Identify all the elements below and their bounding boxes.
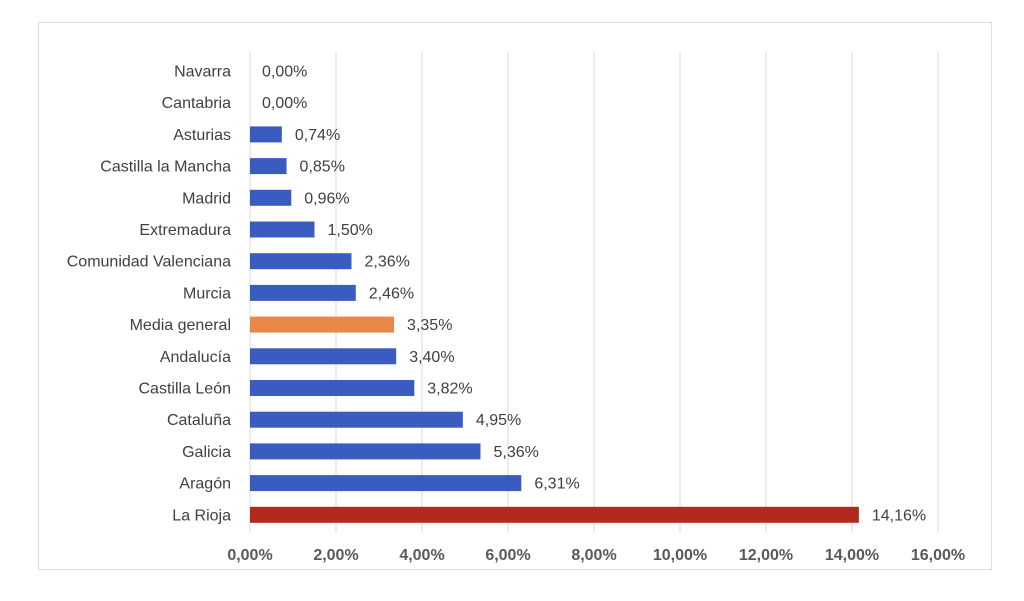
category-label: Madrid: [182, 190, 231, 207]
bar: [250, 253, 352, 270]
bar: [250, 411, 463, 428]
bar: [250, 348, 397, 365]
value-label: 3,40%: [409, 349, 454, 366]
category-label: Castilla la Mancha: [100, 159, 231, 176]
value-label: 2,36%: [364, 254, 409, 271]
x-tick-label: 6,00%: [485, 547, 530, 564]
value-label: 0,96%: [304, 190, 349, 207]
x-tick-label: 8,00%: [571, 547, 616, 564]
category-label: Asturias: [173, 127, 231, 144]
x-tick-label: 2,00%: [313, 547, 358, 564]
bar: [250, 443, 481, 460]
category-label: Galicia: [182, 444, 231, 461]
bar: [250, 158, 287, 175]
bar: [250, 126, 282, 143]
bar: [250, 221, 315, 238]
category-label: Cantabria: [162, 95, 231, 112]
value-label: 0,85%: [300, 159, 345, 176]
x-tick-label: 0,00%: [227, 547, 272, 564]
category-label: La Rioja: [172, 507, 231, 524]
category-label: Media general: [130, 317, 231, 334]
category-label: Aragón: [179, 476, 231, 493]
bar: [250, 284, 356, 301]
value-label: 1,50%: [328, 222, 373, 239]
x-tick-label: 16,00%: [911, 547, 965, 564]
bar-average: [250, 316, 395, 333]
x-tick-label: 4,00%: [399, 547, 444, 564]
value-label: 0,00%: [262, 64, 307, 81]
x-tick-label: 12,00%: [739, 547, 793, 564]
value-label: 4,95%: [476, 412, 521, 429]
bar: [250, 189, 292, 206]
value-label: 3,82%: [427, 381, 472, 398]
value-label: 0,74%: [295, 127, 340, 144]
category-label: Comunidad Valenciana: [67, 254, 231, 271]
value-label: 3,35%: [407, 317, 452, 334]
value-label: 0,00%: [262, 95, 307, 112]
bar-max: [250, 506, 859, 523]
category-label: Extremadura: [139, 222, 231, 239]
bar: [250, 380, 415, 396]
x-tick-label: 14,00%: [825, 547, 879, 564]
x-tick-label: 10,00%: [653, 547, 707, 564]
category-label: Andalucía: [160, 349, 231, 366]
bar: [250, 475, 522, 492]
value-label: 2,46%: [369, 285, 414, 302]
category-label: Castilla León: [139, 381, 232, 398]
value-label: 14,16%: [872, 507, 926, 524]
category-label: Navarra: [174, 64, 231, 81]
value-label: 6,31%: [534, 476, 579, 493]
category-label: Murcia: [183, 285, 231, 302]
category-label: Cataluña: [167, 412, 231, 429]
value-label: 5,36%: [493, 444, 538, 461]
